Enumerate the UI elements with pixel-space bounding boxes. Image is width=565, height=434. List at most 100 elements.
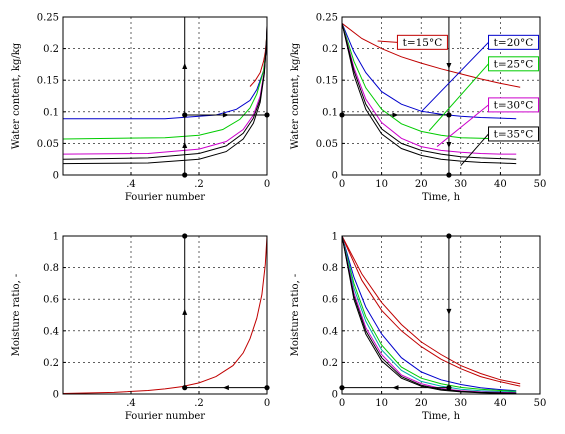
panel-2: 0 10 20 30 40 50 0 0.05 0.1 0.15 0.2 0.25 Time, h Wat… [290,13,546,204]
y-tick-label: 0 [53,171,59,182]
y-axis-label: Moisture ratio, - [11,274,22,357]
series-line [62,25,268,160]
x-axis-label: Time, h [422,411,461,422]
plot-area [342,236,540,394]
series-line [341,235,517,394]
y-tick-label: 0 [53,390,59,401]
plot-frame [62,16,268,176]
x-axis-label: Fourier number [125,192,205,203]
x-tick-label: 50 [534,179,547,190]
x-tick-label: 0 [264,179,270,190]
legend-leader [377,40,398,43]
guide-arrow [446,62,452,69]
y-tick-label: 0.2 [322,358,338,369]
y-tick-label: 0 [332,390,338,401]
panel-3: .4 .2 0 0 0.2 0.4 0.6 0.8 1 Fourier number Moistur… [11,232,270,423]
x-tick-label: .2 [194,179,204,190]
x-tick-label: 30 [454,179,467,190]
legend-label: t=30°C [494,99,534,111]
plot-frame [341,235,541,395]
y-tick-label: 0.2 [322,44,338,55]
y-tick-label: 0.25 [37,13,59,24]
y-tick-label: 0.1 [43,107,59,118]
x-tick-label: .2 [194,398,204,409]
marker-point [182,385,188,391]
series-line [341,23,517,155]
x-tick-label: 10 [375,179,388,190]
y-axis-label: Water content, kg/kg [290,42,301,149]
y-tick-label: 1 [53,232,59,243]
marker-point [446,112,452,118]
series-line [341,23,517,165]
series-line [62,235,268,394]
y-tick-label: 0.6 [43,295,59,306]
x-tick-label: 0 [264,398,270,409]
x-axis-label: Time, h [422,192,461,203]
x-tick-label: .4 [126,179,136,190]
y-axis-label: Water content, kg/kg [11,42,22,149]
x-tick-label: 0 [339,398,345,409]
x-tick-label: 20 [415,398,428,409]
y-tick-label: 0.8 [322,263,338,274]
y-tick-label: 1 [332,232,338,243]
legend-leader [460,133,489,166]
y-tick-label: 0.4 [43,326,59,337]
x-tick-label: 30 [454,398,467,409]
y-tick-label: 0.05 [37,139,59,150]
series-line [341,235,521,385]
y-tick-label: 0.8 [43,263,59,274]
guide-arrow [182,62,188,69]
x-tick-label: 40 [494,179,507,190]
guide-arrow [446,308,452,315]
legend-box [488,97,540,113]
x-tick-label: 20 [415,179,428,190]
x-axis-label: Fourier number [125,411,205,422]
guide-arrow [392,112,399,118]
guide-arrow [392,385,399,391]
y-tick-label: 0.15 [316,76,338,87]
legend-label: t=35°C [494,128,534,140]
y-tick-label: 0.05 [316,139,338,150]
marker-point [182,112,188,118]
y-tick-label: 0.15 [37,76,59,87]
series-line [341,235,517,392]
plot-frame [62,235,268,395]
series-line [341,23,517,140]
plot-area [63,236,267,394]
y-tick-label: 0.2 [43,358,59,369]
guide-arrow [182,308,188,315]
y-tick-label: 0 [332,171,338,182]
legend-label: t=15°C [403,37,443,49]
legend-box [396,34,448,50]
plot-frame [341,16,541,176]
y-tick-label: 0.4 [322,326,338,337]
series-line [341,23,517,160]
x-tick-label: 40 [494,398,507,409]
y-tick-label: 0.6 [322,295,338,306]
plot-area [63,17,267,175]
legend-label: t=20°C [494,37,534,49]
legend-box [488,34,540,50]
legend-leader [420,41,489,113]
legend-label: t=25°C [494,58,534,70]
y-tick-label: 0.25 [316,13,338,24]
series-line [341,235,517,392]
series-line [341,22,521,88]
legend-leader [436,104,489,147]
series-line [341,235,517,393]
y-tick-label: 0.1 [322,107,338,118]
guide-arrow [222,112,229,118]
guide-arrow [446,141,452,148]
series-line [341,235,521,387]
legend-box [488,56,540,72]
legend-box [488,126,540,142]
panel-4: 0 10 20 30 40 50 0 0.2 0.4 0.6 0.8 1 Time, h Moisture… [290,232,546,423]
legend-leader [428,63,489,132]
guide-arrow [222,385,229,391]
y-axis-label: Moisture ratio, - [290,274,301,357]
x-tick-label: 10 [375,398,388,409]
x-tick-label: 50 [534,398,547,409]
x-tick-label: 0 [339,179,345,190]
marker-point [446,385,452,391]
